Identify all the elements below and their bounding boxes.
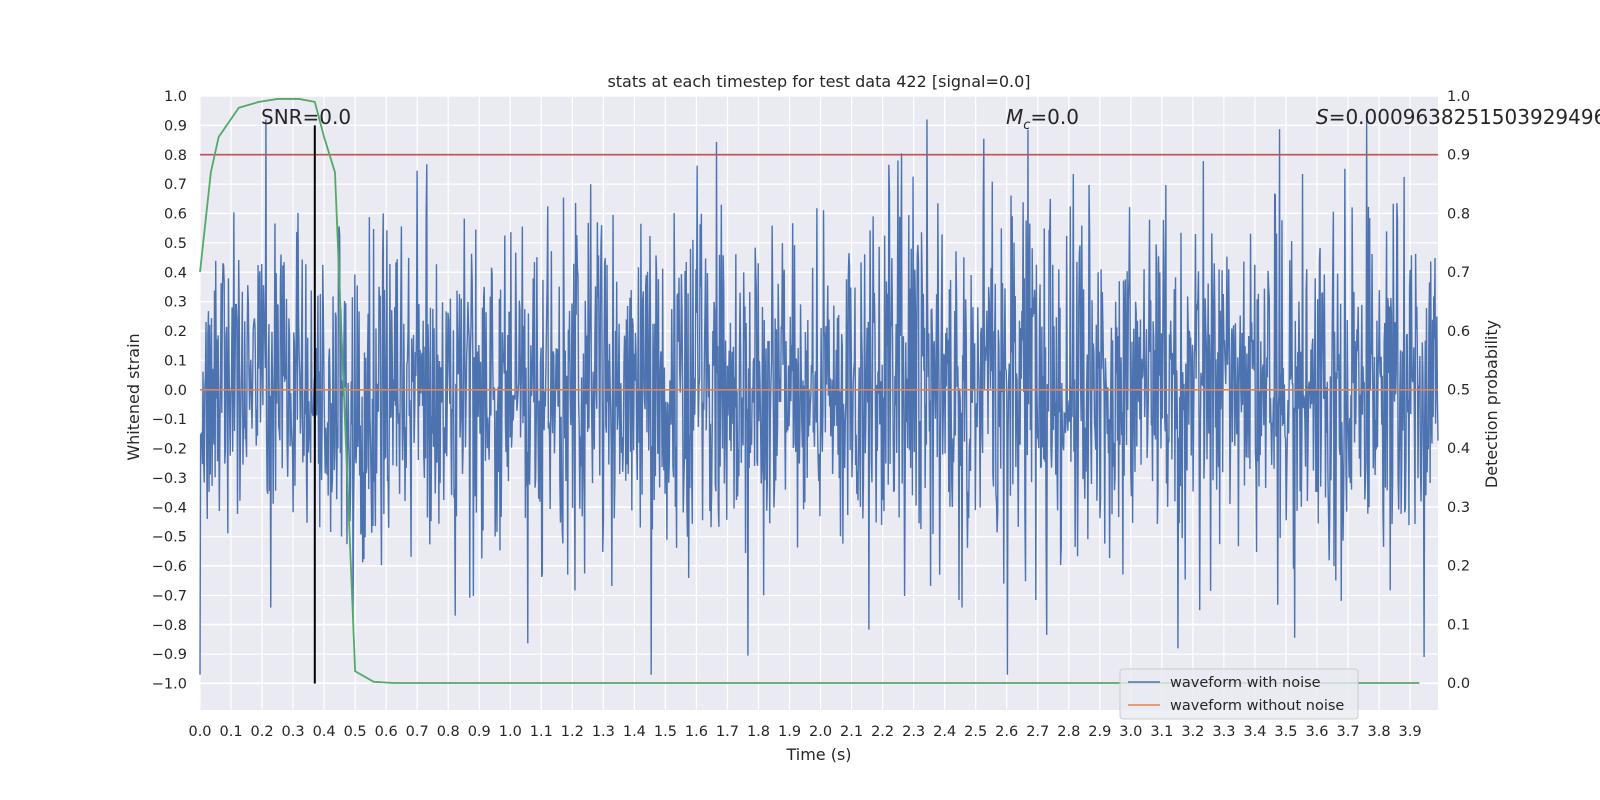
x-tick-label: 0.3 (282, 724, 305, 740)
y-tick-label: −0.7 (152, 588, 187, 604)
x-tick-label: 1.7 (716, 724, 739, 740)
series-line-waveform-with-noise (199, 119, 1439, 675)
snr-annotation: SNR=0.0 (261, 105, 351, 129)
y-axis-label: Whitened strain (124, 333, 143, 460)
legend-box (1119, 668, 1359, 720)
chart-title: stats at each timestep for test data 422… (607, 72, 1030, 91)
s-value: =0.0009638251503929496 (1329, 105, 1600, 129)
x-tick-label: 0.0 (188, 724, 211, 740)
x-tick-label: 2.6 (995, 724, 1018, 740)
y-tick-label: 0.6 (164, 207, 187, 223)
x-tick-label: 3.9 (1399, 724, 1422, 740)
x-axis-ticks: 0.0 0.1 0.2 0.3 0.4 0.5 0.6 0.7 0.8 0.9 1.0 1.1 1.2 1… (188, 724, 1421, 740)
y-tick-label: 0.3 (164, 295, 187, 311)
x-axis-label: Time (s) (785, 745, 851, 764)
x-tick-label: 2.2 (871, 724, 894, 740)
y-tick-label: 0.8 (164, 148, 187, 164)
x-tick-label: 0.9 (468, 724, 491, 740)
x-tick-label: 2.0 (809, 724, 832, 740)
y2-axis-label: Detection probability (1482, 320, 1501, 488)
x-tick-label: 3.5 (1274, 724, 1297, 740)
chirp-mass-value: =0.0 (1030, 105, 1079, 129)
y-tick-label: 0.9 (164, 118, 187, 134)
x-tick-label: 1.5 (654, 724, 677, 740)
x-tick-label: 1.9 (778, 724, 801, 740)
y-tick-label: −1.0 (152, 677, 187, 693)
x-tick-label: 1.6 (685, 724, 708, 740)
legend-label-clean: waveform without noise (1170, 698, 1344, 714)
y2-tick-label: 0.0 (1447, 676, 1470, 692)
x-tick-label: 0.4 (313, 724, 336, 740)
y2-tick-label: 0.3 (1447, 500, 1470, 516)
x-tick-label: 2.3 (902, 724, 925, 740)
x-tick-label: 3.1 (1150, 724, 1173, 740)
y-axis-ticks: 1.0 0.9 0.8 0.7 0.6 0.5 0.4 0.3 0.2 0.1 0.0 −0.1 −0.… (152, 89, 187, 693)
y2-tick-label: 0.8 (1447, 206, 1470, 222)
y-tick-label: −0.4 (152, 500, 187, 516)
y-tick-label: 1.0 (164, 89, 187, 105)
series-line-detection-probability (199, 98, 1420, 684)
y2-tick-label: 0.1 (1447, 617, 1470, 633)
x-tick-label: 2.9 (1088, 724, 1111, 740)
x-tick-label: 1.1 (530, 724, 553, 740)
y2-tick-label: 0.6 (1447, 324, 1470, 340)
x-tick-label: 2.7 (1026, 724, 1049, 740)
x-tick-label: 3.8 (1368, 724, 1391, 740)
y-tick-label: −0.9 (152, 647, 187, 663)
x-tick-label: 1.0 (499, 724, 522, 740)
y-tick-label: 0.0 (164, 383, 187, 399)
y2-tick-label: 0.5 (1447, 382, 1470, 398)
x-tick-label: 0.6 (375, 724, 398, 740)
x-tick-label: 0.1 (219, 724, 242, 740)
y2-tick-label: 0.7 (1447, 265, 1470, 281)
y-tick-label: 0.5 (164, 236, 187, 252)
x-tick-label: 2.5 (964, 724, 987, 740)
y-tick-label: 0.4 (164, 265, 187, 281)
chirp-mass-subscript: c (1023, 118, 1030, 133)
y2-tick-label: 0.2 (1447, 559, 1470, 575)
x-tick-label: 1.2 (561, 724, 584, 740)
y2-tick-label: 0.4 (1447, 441, 1470, 457)
y-tick-label: −0.5 (152, 530, 187, 546)
x-tick-label: 2.8 (1057, 724, 1080, 740)
x-tick-label: 3.3 (1212, 724, 1235, 740)
y-tick-label: 0.2 (164, 324, 187, 340)
legend: waveform with noise waveform without noi… (1119, 668, 1359, 720)
y-tick-label: −0.3 (152, 471, 187, 487)
x-tick-label: 1.8 (747, 724, 770, 740)
x-tick-label: 3.2 (1181, 724, 1204, 740)
y2-axis-ticks: 1.0 0.9 0.8 0.7 0.6 0.5 0.4 0.3 0.2 0.1 0.0 (1447, 89, 1470, 692)
x-tick-label: 0.8 (437, 724, 460, 740)
y-tick-label: −0.6 (152, 559, 187, 575)
x-tick-label: 3.7 (1336, 724, 1359, 740)
x-tick-label: 2.1 (840, 724, 863, 740)
x-tick-label: 3.0 (1119, 724, 1142, 740)
x-tick-label: 0.5 (344, 724, 367, 740)
x-tick-label: 0.7 (406, 724, 429, 740)
y-tick-label: 0.7 (164, 177, 187, 193)
y2-tick-label: 0.9 (1447, 148, 1470, 164)
x-tick-label: 3.6 (1305, 724, 1328, 740)
x-tick-label: 3.4 (1243, 724, 1266, 740)
y-tick-label: −0.8 (152, 618, 187, 634)
x-tick-label: 0.2 (251, 724, 274, 740)
series-detection-probability (199, 98, 1420, 684)
y-tick-label: 0.1 (164, 353, 187, 369)
x-tick-label: 1.4 (623, 724, 646, 740)
legend-label-noise: waveform with noise (1170, 675, 1321, 691)
x-tick-label: 2.4 (933, 724, 956, 740)
s-symbol: S (1316, 105, 1329, 129)
y-tick-label: −0.2 (152, 442, 187, 458)
chirp-mass-annotation: Mc=0.0 (1006, 105, 1079, 133)
y2-tick-label: 1.0 (1447, 89, 1470, 105)
y-tick-label: −0.1 (152, 412, 187, 428)
chirp-mass-symbol: M (1006, 105, 1023, 129)
s-annotation: S=0.0009638251503929496 (1316, 105, 1600, 129)
x-tick-label: 1.3 (592, 724, 615, 740)
series-waveform-with-noise (199, 119, 1439, 675)
